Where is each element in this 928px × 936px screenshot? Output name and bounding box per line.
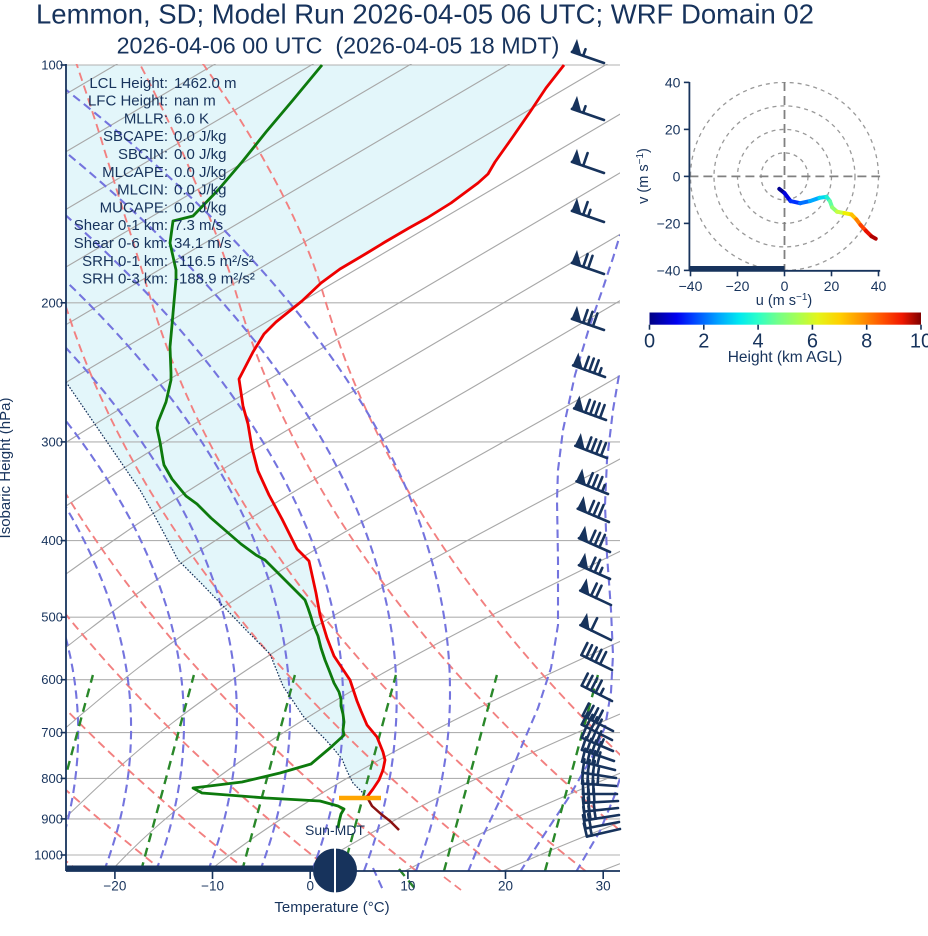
svg-text:MLCAPE:: MLCAPE:: [102, 164, 168, 181]
svg-text:0.0 J/kg: 0.0 J/kg: [174, 164, 227, 181]
svg-text:MLCIN:: MLCIN:: [117, 182, 168, 199]
svg-text:−20: −20: [726, 278, 750, 294]
svg-text:Height (km AGL): Height (km AGL): [728, 349, 843, 366]
svg-text:4: 4: [753, 331, 764, 353]
svg-text:7.3 m/s: 7.3 m/s: [174, 217, 223, 234]
svg-text:−40: −40: [657, 262, 681, 278]
svg-text:SBCIN:: SBCIN:: [118, 146, 168, 163]
svg-text:20: 20: [824, 278, 840, 294]
svg-text:0: 0: [644, 331, 655, 353]
svg-text:34.1 m/s: 34.1 m/s: [174, 235, 232, 252]
svg-text:0.0 J/kg: 0.0 J/kg: [174, 199, 227, 216]
svg-text:20: 20: [665, 121, 681, 137]
svg-text:300: 300: [41, 434, 63, 449]
svg-text:200: 200: [41, 295, 63, 310]
svg-text:Shear 0-6 km:: Shear 0-6 km:: [74, 235, 168, 252]
svg-text:400: 400: [41, 533, 63, 548]
svg-text:Temperature (°C): Temperature (°C): [274, 899, 389, 916]
svg-text:40: 40: [665, 74, 681, 90]
svg-text:1462.0 m: 1462.0 m: [174, 75, 237, 92]
svg-text:700: 700: [41, 725, 63, 740]
svg-text:SRH 0-3 km:: SRH 0-3 km:: [82, 271, 168, 288]
svg-text:2: 2: [698, 331, 709, 353]
svg-text:0.0 J/kg: 0.0 J/kg: [174, 146, 227, 163]
svg-text:0: 0: [673, 168, 681, 184]
svg-text:40: 40: [871, 278, 887, 294]
svg-text:SRH 0-1 km:: SRH 0-1 km:: [82, 253, 168, 270]
svg-text:10: 10: [910, 331, 928, 353]
svg-text:−10: −10: [201, 879, 224, 894]
svg-text:MLLR:: MLLR:: [124, 110, 168, 127]
svg-text:500: 500: [41, 610, 63, 625]
svg-text:6.0 K: 6.0 K: [174, 110, 209, 127]
svg-text:0: 0: [306, 879, 314, 894]
svg-text:nan m: nan m: [174, 93, 216, 110]
svg-text:2026-04-06 00 UTC (2026-04-05: 2026-04-06 00 UTC (2026-04-05 18 MDT): [117, 33, 560, 59]
svg-text:800: 800: [41, 771, 63, 786]
svg-text:0.0 J/kg: 0.0 J/kg: [174, 128, 227, 145]
svg-text:0: 0: [781, 278, 789, 294]
svg-text:-116.5 m²/s²: -116.5 m²/s²: [174, 253, 254, 270]
svg-text:−20: −20: [657, 215, 681, 231]
svg-text:−20: −20: [103, 879, 126, 894]
svg-text:30: 30: [596, 879, 611, 894]
svg-text:MUCAPE:: MUCAPE:: [100, 199, 168, 216]
svg-text:−40: −40: [679, 278, 703, 294]
svg-text:600: 600: [41, 672, 63, 687]
svg-text:Lemmon, SD; Model Run 2026-04-: Lemmon, SD; Model Run 2026-04-05 06 UTC;…: [36, 0, 814, 30]
svg-text:LFC Height:: LFC Height:: [88, 93, 168, 110]
svg-text:1000: 1000: [34, 848, 63, 863]
svg-text:900: 900: [41, 811, 63, 826]
svg-text:Sun-MDT: Sun-MDT: [305, 822, 365, 838]
svg-text:20: 20: [498, 879, 513, 894]
svg-text:100: 100: [41, 58, 63, 73]
svg-text:SBCAPE:: SBCAPE:: [103, 128, 168, 145]
svg-text:Isobaric Height (hPa): Isobaric Height (hPa): [0, 398, 14, 539]
svg-text:LCL Height:: LCL Height:: [89, 75, 168, 92]
svg-text:-188.9 m²/s²: -188.9 m²/s²: [174, 271, 255, 288]
svg-text:6: 6: [807, 331, 818, 353]
svg-text:8: 8: [861, 331, 872, 353]
svg-text:Shear 0-1 km:: Shear 0-1 km:: [74, 217, 168, 234]
svg-text:10: 10: [400, 879, 415, 894]
svg-text:0.0 J/kg: 0.0 J/kg: [174, 182, 227, 199]
